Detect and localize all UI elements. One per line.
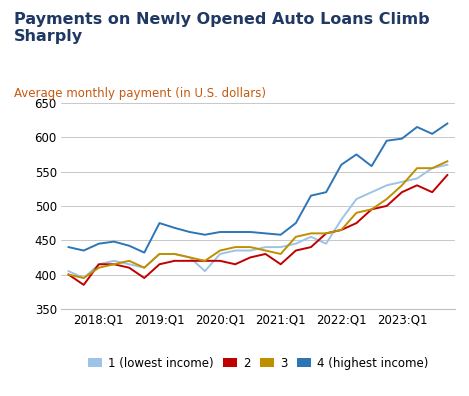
Legend: 1 (lowest income), 2, 3, 4 (highest income): 1 (lowest income), 2, 3, 4 (highest inco… [83, 352, 433, 374]
Text: Payments on Newly Opened Auto Loans Climb Sharply: Payments on Newly Opened Auto Loans Clim… [14, 12, 430, 44]
Text: Average monthly payment (in U.S. dollars): Average monthly payment (in U.S. dollars… [14, 87, 266, 100]
